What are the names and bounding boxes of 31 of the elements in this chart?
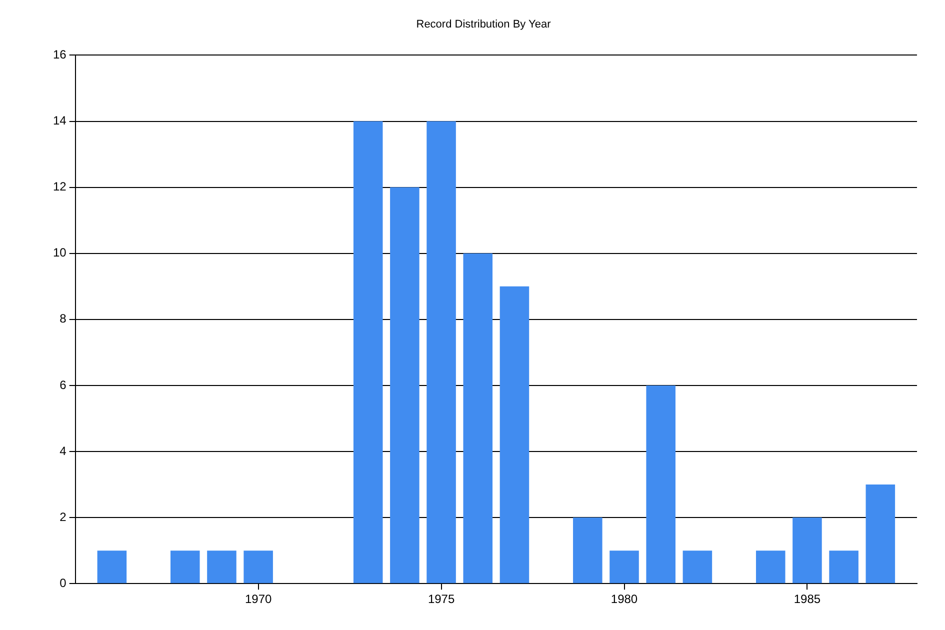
bar [646,385,676,584]
bar [244,550,273,584]
y-tick-label: 12 [52,180,67,194]
bar [682,550,712,584]
chart-title: Record Distribution By Year [416,18,552,31]
y-tick-label: 2 [60,510,67,524]
bar [792,518,822,584]
y-tick-label: 14 [52,114,67,128]
bar [207,550,236,584]
y-tick-label: 4 [60,444,67,458]
x-tick-label: 1975 [428,592,455,606]
bar [756,550,786,584]
bar [866,484,896,584]
y-tick-label: 10 [52,246,67,260]
bar [500,286,530,584]
x-tick-label: 1980 [610,592,638,606]
bar [463,253,493,584]
x-tick-label: 1970 [244,592,272,606]
y-tick-label: 0 [60,576,67,590]
bar [353,121,383,584]
bar [573,518,602,584]
y-tick-label: 6 [60,378,67,392]
y-tick-label: 8 [60,312,67,326]
bar [829,550,858,584]
bar [170,550,200,584]
y-tick-label: 16 [52,48,67,62]
bar [426,121,456,584]
bar [390,187,420,584]
bar [610,550,639,584]
bar [97,550,127,584]
x-tick-label: 1985 [794,592,821,606]
